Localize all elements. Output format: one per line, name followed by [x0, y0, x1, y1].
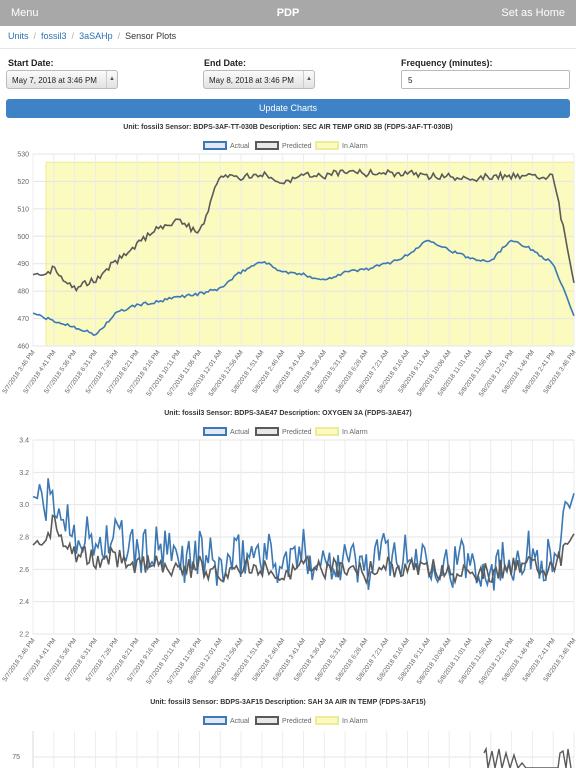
legend-label-predicted: Predicted [282, 429, 312, 436]
chart3-svg: Actual Predicted In Alarm 75 [12, 716, 575, 768]
top-navbar: Menu PDP Set as Home [0, 0, 576, 26]
y-tick-label: 470 [17, 316, 29, 323]
y-tick-label: 510 [17, 206, 29, 213]
series-line-actual [32, 239, 575, 336]
page-title: PDP [276, 7, 300, 19]
chevron-down-icon: ▲ [303, 71, 314, 88]
y-tick-label: 2.2 [19, 632, 29, 639]
y-tick-label: 2.8 [19, 535, 29, 542]
legend-label-predicted: Predicted [282, 718, 312, 725]
y-tick-label: 460 [17, 344, 29, 351]
series-line-predicted [483, 746, 572, 768]
chart2-title: Unit: fossil3 Sensor: BDPS-3AE47 Descrip… [164, 410, 412, 417]
legend-swatch-in-alarm [315, 141, 339, 150]
y-tick-label: 480 [17, 289, 29, 296]
menu-button[interactable]: Menu [11, 7, 39, 19]
update-charts-button[interactable]: Update Charts [6, 99, 570, 118]
legend-label-in-alarm: In Alarm [342, 718, 368, 725]
legend-swatch-in-alarm [315, 716, 339, 725]
chevron-down-icon: ▲ [106, 71, 117, 88]
y-tick-label: 490 [17, 261, 29, 268]
legend-swatch-in-alarm [315, 427, 339, 436]
y-tick-label: 75 [12, 754, 20, 761]
start-date-label: Start Date: [8, 58, 54, 68]
y-tick-label: 2.4 [19, 599, 29, 606]
legend-label-actual: Actual [230, 143, 250, 150]
y-tick-label: 500 [17, 234, 29, 241]
end-date-value: May 8, 2018 at 3:46 PM [209, 76, 294, 85]
frequency-label: Frequency (minutes): [401, 58, 493, 68]
legend-label-in-alarm: In Alarm [342, 143, 368, 150]
series-line-predicted [32, 514, 575, 586]
y-tick-label: 2.6 [19, 567, 29, 574]
legend-swatch-actual [203, 427, 227, 436]
end-date-picker[interactable]: May 8, 2018 at 3:46 PM ▲ [203, 70, 315, 89]
chart3-title: Unit: fossil3 Sensor: BDPS-3AF15 Descrip… [150, 699, 426, 706]
y-tick-label: 3.0 [19, 502, 29, 509]
legend-swatch-actual [203, 141, 227, 150]
chart1-svg: Actual Predicted In Alarm 460 470 480 490 500 51… [1, 141, 576, 398]
legend-swatch-predicted [255, 427, 279, 436]
breadcrumb-fossil3[interactable]: fossil3 [41, 31, 67, 41]
breadcrumb-3asahp[interactable]: 3aSAHp [79, 31, 113, 41]
breadcrumb-current: Sensor Plots [125, 31, 177, 41]
start-date-picker[interactable]: May 7, 2018 at 3:46 PM ▲ [6, 70, 118, 89]
y-tick-label: 520 [17, 179, 29, 186]
set-as-home-button[interactable]: Set as Home [501, 7, 565, 19]
breadcrumb: Units / fossil3/3aSAHp / Sensor Plots [8, 31, 177, 41]
y-tick-label: 3.4 [19, 438, 29, 445]
chart2-svg: Actual Predicted In Alarm 2.2 2.4 2.6 2.8 3.0 3.… [1, 427, 576, 686]
y-tick-label: 530 [17, 152, 29, 159]
divider [0, 48, 576, 49]
legend-label-in-alarm: In Alarm [342, 429, 368, 436]
start-date-value: May 7, 2018 at 3:46 PM [12, 76, 97, 85]
end-date-label: End Date: [204, 58, 247, 68]
series-line-predicted [32, 168, 575, 293]
legend-swatch-actual [203, 716, 227, 725]
legend-label-actual: Actual [230, 718, 250, 725]
breadcrumb-units[interactable]: Units [8, 31, 29, 41]
y-tick-label: 3.2 [19, 470, 29, 477]
legend-swatch-predicted [255, 141, 279, 150]
legend-label-actual: Actual [230, 429, 250, 436]
legend-label-predicted: Predicted [282, 143, 312, 150]
legend-swatch-predicted [255, 716, 279, 725]
frequency-input[interactable]: 5 [401, 70, 570, 89]
chart1-title: Unit: fossil3 Sensor: BDPS-3AF-TT-030B D… [123, 124, 453, 131]
